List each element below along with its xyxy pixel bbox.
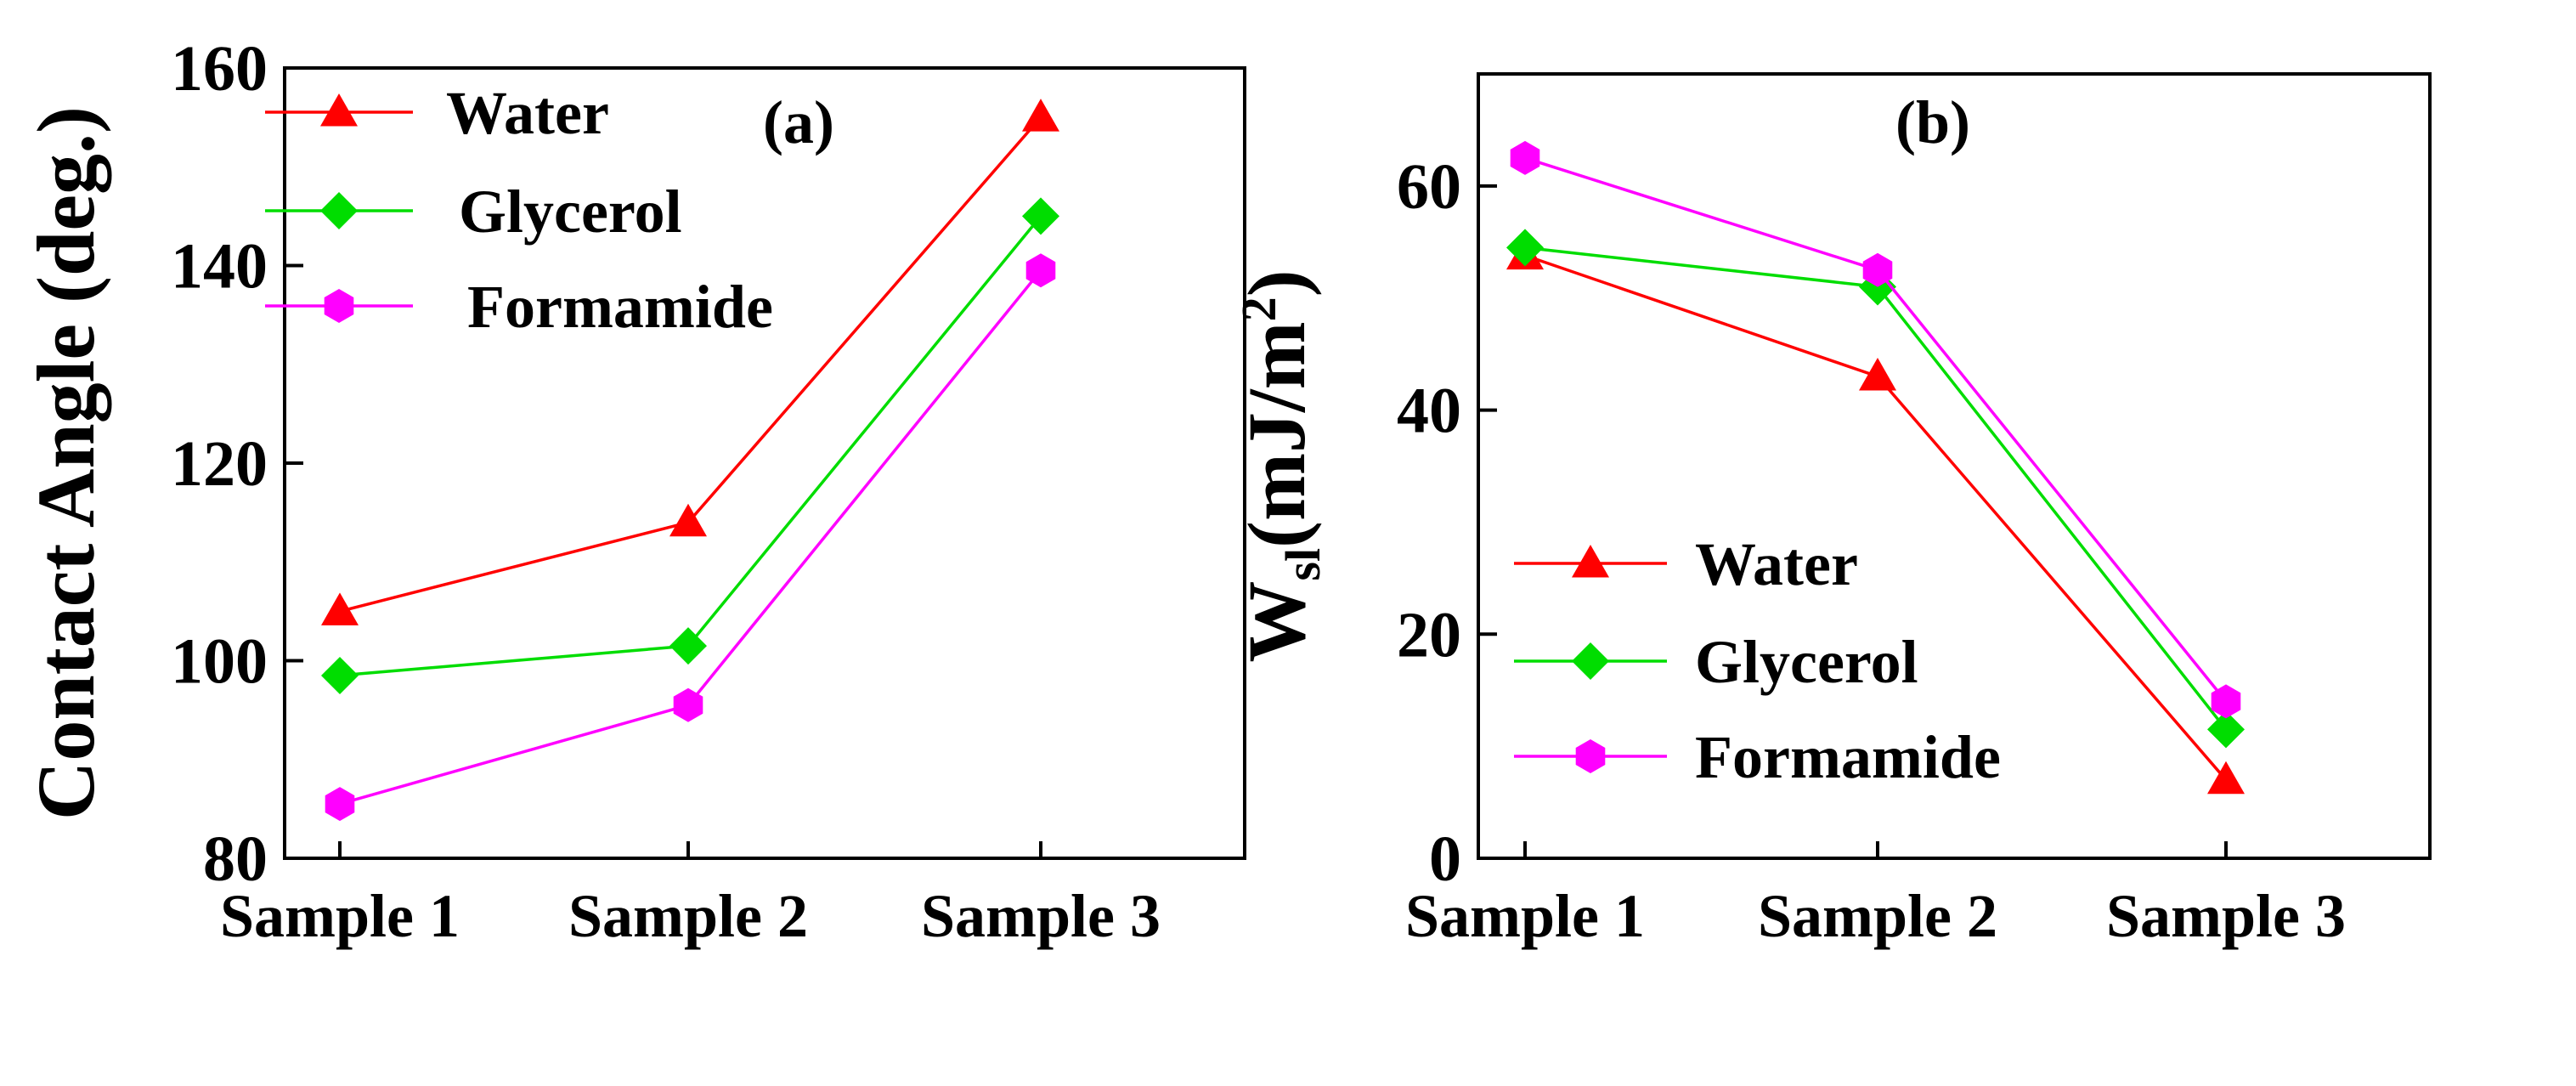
y-axis-title: Wsl(mJ/m2): [1231, 269, 1330, 662]
legend-label-water: Water: [1695, 530, 1858, 598]
legend-label-formamide: Formamide: [467, 273, 773, 341]
y-axis-title-sup: 2: [1231, 297, 1286, 321]
y-tick-label: 120: [171, 428, 268, 500]
legend-label-formamide: Formamide: [1695, 723, 2001, 791]
y-axis-title-sub: sl: [1275, 548, 1330, 581]
data-point-water: [1859, 358, 1896, 391]
x-tick-label: Sample 1: [1405, 882, 1645, 950]
data-point-glycerol: [321, 656, 359, 694]
y-axis-title-unit: (mJ/m: [1231, 321, 1322, 548]
legend-marker-water: [1572, 545, 1609, 578]
series-line-formamide: [339, 269, 1042, 806]
y-tick-label: 60: [1397, 151, 1461, 223]
legend-marker-glycerol: [1572, 642, 1609, 680]
panel-label: (b): [1895, 88, 1970, 156]
y-tick-label: 100: [171, 626, 268, 698]
x-tick-label: Sample 3: [2106, 882, 2346, 950]
x-tick-label: Sample 2: [1758, 882, 1997, 950]
y-tick-label: 140: [171, 231, 268, 303]
series-line-formamide: [1524, 156, 2228, 703]
legend: Water Glycerol Formamide: [265, 79, 773, 341]
data-point-formamide: [1510, 140, 1540, 175]
legend-label-glycerol: Glycerol: [1695, 628, 1918, 696]
series-line-water: [339, 116, 1042, 614]
legend-label-glycerol: Glycerol: [459, 178, 682, 246]
data-point-formamide: [2211, 684, 2241, 719]
data-point-formamide: [1025, 253, 1056, 288]
data-point-formamide: [1862, 252, 1893, 287]
legend-label-water: Water: [446, 79, 609, 147]
data-point-glycerol: [2207, 710, 2245, 749]
data-point-water: [321, 592, 359, 625]
x-tick-label: Sample 3: [921, 882, 1161, 950]
y-axis-title-close: ): [1231, 269, 1322, 297]
y-tick-label: 40: [1397, 376, 1461, 447]
data-point-glycerol: [1022, 197, 1059, 235]
data-point-glycerol: [1506, 229, 1544, 267]
data-point-water: [2207, 761, 2245, 795]
x-tick-label: Sample 1: [220, 882, 460, 950]
chart-panel-2: 0 20 40 60 Sample 1 Sample 2 Sample 3 Wsl(mJ/m2…: [1231, 72, 2432, 950]
y-tick-label: 160: [171, 33, 268, 105]
data-point-water: [1022, 99, 1059, 132]
y-tick-label: 20: [1397, 599, 1461, 670]
chart-panel-1: 80 100 120 140 160 Sample 1 Sample 2 Sample 3 Co…: [20, 33, 1246, 950]
y-tick-label: 0: [1429, 823, 1461, 895]
legend-marker-formamide: [1575, 739, 1606, 773]
y-axis-title-main: W: [1231, 581, 1322, 663]
legend-marker-water: [320, 93, 358, 127]
y-tick-label: 80: [203, 823, 268, 895]
series-line-water: [1524, 253, 2228, 781]
panel-label: (a): [763, 88, 834, 156]
data-point-formamide: [325, 787, 355, 822]
x-tick-label: Sample 2: [568, 882, 808, 950]
plot-frame: [1477, 72, 2432, 860]
plot-frame: [283, 66, 1246, 860]
legend-marker-formamide: [324, 289, 354, 323]
data-point-glycerol: [669, 627, 707, 665]
y-axis-title: Contact Angle (deg.): [20, 106, 111, 820]
legend: Water Glycerol Formamide: [1514, 530, 2001, 791]
legend-marker-glycerol: [320, 192, 358, 229]
data-point-formamide: [673, 687, 703, 722]
data-point-water: [669, 503, 707, 537]
